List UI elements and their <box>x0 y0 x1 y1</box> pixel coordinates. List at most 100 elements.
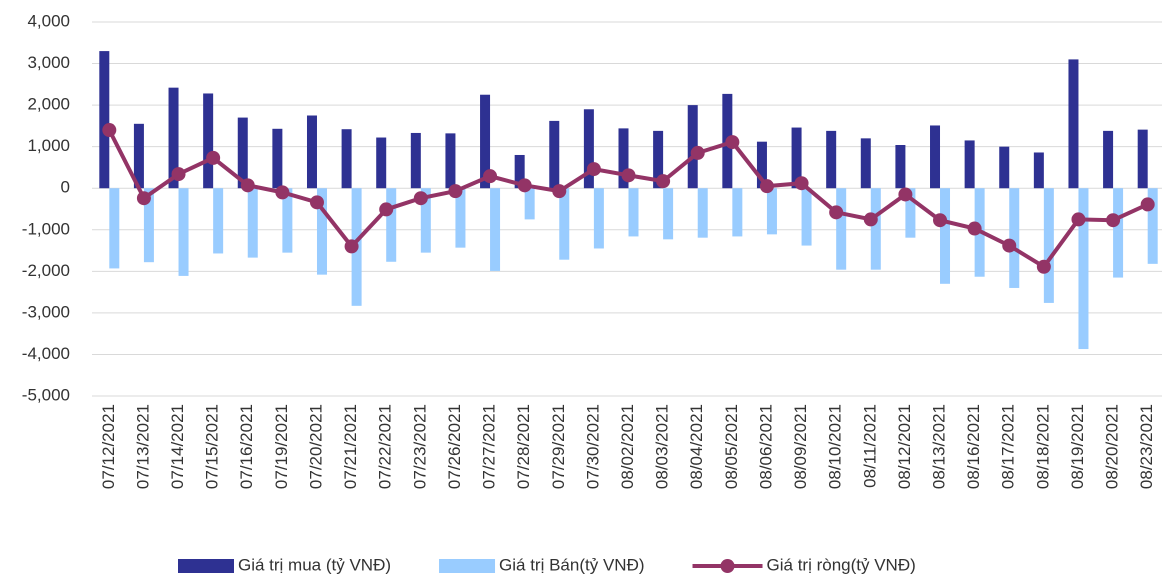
bar <box>1068 59 1079 189</box>
marker <box>1002 238 1017 253</box>
bar <box>697 188 708 238</box>
marker <box>102 123 117 138</box>
x-tick-label: 08/23/2021 <box>1137 404 1156 489</box>
bar <box>653 130 664 189</box>
bar <box>445 133 456 189</box>
y-tick-label: 1,000 <box>27 136 70 155</box>
bar <box>455 188 466 248</box>
marker <box>863 212 878 227</box>
bar <box>1043 188 1054 303</box>
x-tick-label: 08/04/2021 <box>687 404 706 489</box>
x-tick-label: 08/06/2021 <box>756 404 775 489</box>
bar <box>826 130 837 189</box>
bar <box>801 188 812 246</box>
legend: Giá trị mua (tỷ VNĐ) Giá trị Bán(tỷ VNĐ) G… <box>178 555 916 574</box>
bar <box>514 154 525 189</box>
x-tick-label: 07/16/2021 <box>237 404 256 489</box>
bar <box>999 146 1010 189</box>
bar <box>1113 188 1124 278</box>
bar <box>732 188 743 237</box>
bar <box>791 127 802 189</box>
bar <box>213 188 224 254</box>
bar <box>420 188 431 253</box>
marker <box>1140 197 1155 212</box>
bar <box>895 145 906 189</box>
marker <box>483 169 498 184</box>
bar <box>168 87 179 189</box>
bar <box>940 188 951 284</box>
bar <box>480 94 491 189</box>
bar <box>870 188 881 270</box>
marker <box>344 239 359 254</box>
bar <box>1103 130 1114 189</box>
x-tick-label: 08/20/2021 <box>1103 404 1122 489</box>
marker <box>1106 213 1121 228</box>
bar <box>687 105 698 189</box>
x-tick-label: 07/13/2021 <box>133 404 152 489</box>
marker <box>552 184 567 199</box>
marker <box>759 179 774 194</box>
x-tick-label: 07/14/2021 <box>168 404 187 489</box>
bar <box>524 188 535 220</box>
marker <box>240 178 255 193</box>
x-tick-label: 08/10/2021 <box>826 404 845 489</box>
x-tick-label: 07/30/2021 <box>583 404 602 489</box>
bar <box>663 188 674 240</box>
marker <box>413 191 428 206</box>
marker <box>206 150 221 165</box>
x-tick-label: 07/26/2021 <box>445 404 464 489</box>
x-tick-label: 08/17/2021 <box>999 404 1018 489</box>
bar <box>1147 188 1158 264</box>
marker <box>933 213 948 228</box>
bar <box>1137 129 1148 189</box>
marker <box>379 202 394 217</box>
y-tick-label: -4,000 <box>22 344 70 363</box>
marker <box>136 191 151 206</box>
marker <box>725 135 740 150</box>
bar <box>490 188 501 271</box>
x-tick-label: 08/19/2021 <box>1068 404 1087 489</box>
y-tick-label: -5,000 <box>22 385 70 404</box>
bar <box>964 140 975 189</box>
y-tick-label: -1,000 <box>22 219 70 238</box>
x-tick-label: 08/05/2021 <box>722 404 741 489</box>
bar <box>282 188 293 253</box>
marker <box>690 145 705 160</box>
bar <box>133 123 144 189</box>
bar <box>559 188 570 260</box>
bar <box>756 141 767 189</box>
bar <box>272 128 283 189</box>
marker <box>309 195 324 210</box>
x-tick-label: 07/15/2021 <box>203 404 222 489</box>
marker <box>829 205 844 220</box>
marker <box>586 162 601 177</box>
marker <box>967 221 982 236</box>
marker <box>517 178 532 193</box>
bar <box>766 188 777 235</box>
bar <box>99 51 110 189</box>
bar <box>593 188 604 249</box>
x-tick-label: 07/28/2021 <box>514 404 533 489</box>
y-tick-label: 4,000 <box>27 11 70 30</box>
bar <box>1078 188 1089 350</box>
bar <box>1009 188 1020 288</box>
x-tick-label: 07/27/2021 <box>480 404 499 489</box>
bar <box>930 125 941 189</box>
x-tick-label: 08/13/2021 <box>930 404 949 489</box>
legend-marker <box>720 559 735 573</box>
legend-label: Giá trị ròng(tỷ VNĐ) <box>767 555 916 574</box>
y-tick-label: -2,000 <box>22 261 70 280</box>
bar <box>628 188 639 237</box>
x-tick-label: 08/02/2021 <box>618 404 637 489</box>
legend-swatch <box>178 559 234 573</box>
marker <box>171 167 186 182</box>
marker <box>1036 259 1051 274</box>
x-tick-label: 08/18/2021 <box>1033 404 1052 489</box>
bar <box>1033 152 1044 189</box>
marker <box>1071 212 1086 227</box>
x-tick-label: 07/29/2021 <box>549 404 568 489</box>
x-tick-label: 08/11/2021 <box>860 404 879 488</box>
bar <box>341 129 352 189</box>
marker <box>898 187 913 202</box>
